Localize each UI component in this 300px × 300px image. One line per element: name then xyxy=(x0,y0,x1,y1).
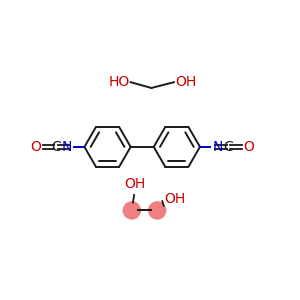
Circle shape xyxy=(148,201,167,220)
Text: C: C xyxy=(51,140,61,154)
Text: C: C xyxy=(224,140,233,154)
Text: N: N xyxy=(61,140,72,154)
Text: O: O xyxy=(243,140,254,154)
Text: O: O xyxy=(30,140,41,154)
Text: OH: OH xyxy=(124,177,146,191)
Text: N: N xyxy=(213,140,223,154)
Circle shape xyxy=(123,201,141,220)
Text: OH: OH xyxy=(164,192,185,206)
Text: HO: HO xyxy=(108,75,130,89)
Text: OH: OH xyxy=(176,75,197,89)
